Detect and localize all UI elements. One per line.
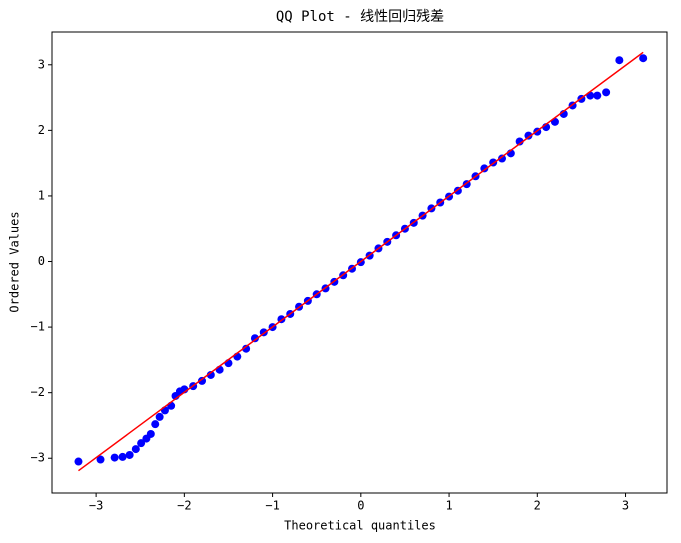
point [515,137,524,146]
point [118,452,127,461]
y-axis-label: Ordered Values [8,211,22,312]
point [137,439,146,448]
point [125,450,134,459]
point [242,344,251,353]
x-tick-label: 1 [445,499,452,513]
y-tick-label: 2 [38,123,45,137]
point [155,412,164,421]
point [151,420,160,429]
y-tick-label: 3 [38,57,45,71]
y-tick-label: 1 [38,188,45,202]
point [480,164,489,173]
point [96,455,105,464]
y-tick-label: −3 [31,451,45,465]
x-tick-label: 3 [622,499,629,513]
fit-line [78,51,644,472]
y-tick-label: −2 [31,385,45,399]
point [602,88,611,97]
x-tick-label: −2 [177,499,191,513]
point [615,56,624,65]
point [498,154,506,163]
point [198,376,206,385]
x-tick-label: 2 [534,499,541,513]
x-axis-label: Theoretical quantiles [284,519,436,533]
x-tick-label: −3 [89,499,103,513]
y-tick-label: 0 [38,254,45,268]
plot-frame [51,31,668,494]
point [250,334,259,343]
y-tick-label: −1 [31,320,45,334]
point [74,457,83,466]
point [146,429,155,438]
point [110,453,119,462]
x-tick-label: 0 [357,499,364,513]
point [639,54,648,63]
x-tick-label: −1 [265,499,279,513]
point [524,131,533,140]
point [593,91,602,100]
point [131,445,140,454]
point [206,370,215,379]
chart-title: QQ Plot - 线性回归残差 [276,8,444,25]
